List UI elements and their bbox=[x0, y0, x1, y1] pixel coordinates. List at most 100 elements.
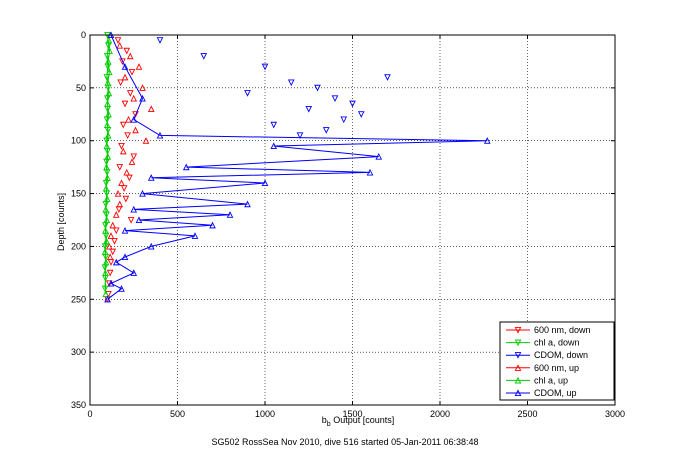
data-point bbox=[123, 47, 131, 55]
data-point bbox=[122, 195, 130, 203]
data-point bbox=[139, 84, 146, 91]
data-point bbox=[109, 221, 117, 229]
y-tick-label: 350 bbox=[71, 400, 86, 410]
data-point bbox=[126, 52, 134, 60]
data-point bbox=[261, 179, 269, 187]
data-point bbox=[118, 285, 125, 292]
data-point bbox=[142, 137, 150, 144]
data-point bbox=[104, 174, 111, 181]
data-point bbox=[135, 63, 143, 70]
data-point bbox=[296, 132, 304, 140]
data-point bbox=[126, 90, 134, 97]
data-point bbox=[119, 121, 127, 129]
data-point bbox=[130, 269, 138, 276]
y-axis-label: Depth [counts] bbox=[56, 193, 66, 251]
data-point bbox=[121, 63, 129, 70]
data-point bbox=[111, 238, 118, 245]
data-point bbox=[109, 248, 117, 256]
data-point bbox=[123, 168, 131, 176]
legend-label: chl a, up bbox=[534, 375, 568, 385]
data-point bbox=[104, 131, 112, 139]
data-point bbox=[114, 189, 122, 197]
data-point bbox=[130, 115, 138, 123]
data-point bbox=[340, 116, 348, 124]
data-point bbox=[121, 253, 129, 261]
data-point bbox=[102, 269, 109, 276]
data-point bbox=[119, 147, 127, 155]
series-line bbox=[107, 34, 488, 300]
x-axis-label-subscript: b bbox=[327, 421, 331, 428]
y-tick-label: 250 bbox=[71, 294, 86, 304]
grid bbox=[90, 35, 615, 405]
data-point bbox=[119, 58, 126, 66]
data-point bbox=[130, 94, 138, 102]
series-4 bbox=[101, 36, 113, 298]
x-axis-label-text: Output [counts] bbox=[331, 415, 395, 425]
data-point bbox=[121, 73, 129, 81]
x-axis-label-symbol: b bbox=[322, 415, 327, 425]
data-point bbox=[104, 152, 112, 160]
data-point bbox=[101, 285, 109, 293]
data-point bbox=[156, 37, 164, 44]
data-point bbox=[132, 126, 139, 134]
data-point bbox=[116, 164, 124, 171]
data-point bbox=[114, 37, 122, 44]
data-point bbox=[116, 41, 124, 49]
data-point bbox=[103, 163, 110, 171]
y-tick-label: 200 bbox=[71, 241, 86, 251]
data-point bbox=[147, 174, 155, 181]
legend-label: CDOM, down bbox=[534, 350, 588, 360]
data-point bbox=[130, 205, 138, 213]
y-tick-label: 0 bbox=[81, 30, 86, 40]
data-point bbox=[322, 127, 330, 134]
data-point bbox=[139, 94, 146, 102]
data-point bbox=[104, 57, 112, 65]
series-1 bbox=[101, 31, 112, 293]
y-tick-label: 150 bbox=[71, 189, 86, 199]
y-tick-label: 300 bbox=[71, 347, 86, 357]
data-point bbox=[104, 78, 112, 86]
data-point bbox=[314, 84, 321, 92]
data-point bbox=[106, 47, 113, 54]
series-line bbox=[104, 34, 109, 289]
data-point bbox=[366, 168, 374, 176]
data-point bbox=[191, 232, 199, 239]
data-point bbox=[102, 184, 110, 192]
data-point bbox=[349, 100, 356, 108]
series-3 bbox=[105, 41, 155, 261]
data-point bbox=[105, 36, 113, 44]
data-point bbox=[101, 248, 109, 255]
legend-marker bbox=[514, 376, 522, 384]
x-tick-label: 1500 bbox=[342, 409, 362, 419]
data-point bbox=[384, 74, 391, 81]
data-point bbox=[287, 79, 295, 87]
legend-label: CDOM, up bbox=[534, 388, 577, 398]
data-point bbox=[104, 100, 111, 107]
data-point bbox=[105, 242, 113, 250]
data-point bbox=[331, 95, 339, 103]
legend-marker bbox=[514, 364, 522, 371]
legend-marker bbox=[514, 339, 522, 347]
data-point bbox=[147, 105, 155, 113]
data-point bbox=[118, 179, 125, 187]
legend-marker bbox=[514, 389, 522, 397]
data-point bbox=[104, 295, 111, 303]
x-tick-label: 3000 bbox=[605, 409, 625, 419]
data-point bbox=[226, 211, 234, 218]
data-point bbox=[103, 142, 111, 150]
data-point bbox=[105, 89, 113, 97]
data-point bbox=[106, 253, 114, 261]
x-tick-label: 2000 bbox=[430, 409, 450, 419]
data-point bbox=[261, 63, 269, 71]
data-point bbox=[107, 279, 115, 287]
data-point bbox=[130, 153, 138, 161]
data-point bbox=[375, 152, 383, 160]
y-tick-label: 100 bbox=[71, 136, 86, 146]
data-point bbox=[305, 105, 313, 113]
data-point bbox=[106, 269, 114, 277]
x-tick-label: 1000 bbox=[255, 409, 275, 419]
data-point bbox=[124, 132, 131, 140]
y-tick-label: 50 bbox=[76, 83, 86, 93]
x-tick-label: 0 bbox=[87, 409, 92, 419]
